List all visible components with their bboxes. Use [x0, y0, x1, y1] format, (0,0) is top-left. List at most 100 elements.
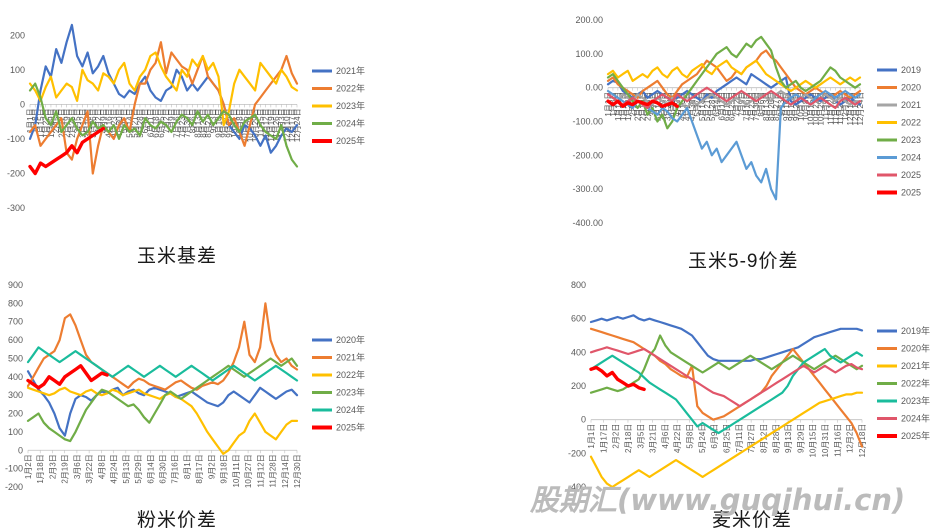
series-line-2023-4	[606, 35, 862, 130]
y-tick-label: 400	[571, 347, 586, 357]
x-tick-label: 4月16日	[678, 92, 687, 121]
x-tick-label: 1月22日	[42, 108, 51, 137]
x-tick-label: 6月25日	[728, 92, 737, 121]
x-tick-label: 9月2日	[207, 454, 216, 479]
x-tick-label: 4月22日	[673, 424, 682, 453]
legend-label: 2020年	[336, 334, 365, 345]
series-line-2025-6	[589, 365, 646, 392]
legend-label: 2020年	[901, 343, 930, 354]
legend-label: 2021	[901, 100, 921, 110]
legend-label: 2019	[901, 65, 921, 75]
legend-label: 2025	[901, 170, 921, 180]
y-tick-label: 0	[20, 99, 25, 109]
legend-label: 2023年	[901, 395, 930, 406]
y-tick-label: -200	[7, 168, 25, 178]
x-tick-label: 8月28日	[772, 424, 781, 453]
legend-label: 2025年	[901, 430, 930, 441]
x-tick-label: 1月1日	[26, 108, 35, 133]
y-tick-label: 100.00	[575, 49, 603, 59]
x-tick-label: 10月29日	[816, 92, 825, 126]
x-tick-label: 6月18日	[723, 92, 732, 121]
y-tick-label: 200	[10, 30, 25, 40]
x-tick-label: 11月12日	[826, 92, 835, 125]
caption-flour-corn-spread: 粉米价差	[137, 510, 218, 531]
x-tick-label: 10月29日	[251, 108, 260, 142]
series-line-2021-1	[26, 302, 299, 391]
legend-label: 2021年	[336, 65, 365, 76]
series-line-2025-5	[26, 364, 109, 390]
x-tick-label: 1月15日	[36, 108, 45, 137]
x-tick-label: 5月24日	[698, 424, 707, 453]
series-line-2022-1	[28, 41, 299, 175]
y-tick-label: -300	[7, 203, 25, 213]
series-line-2024-3	[28, 82, 299, 168]
x-tick-label: 5月14日	[125, 108, 134, 137]
x-tick-label: 12月18日	[858, 424, 867, 458]
x-tick-label: 12月30日	[293, 454, 302, 488]
x-tick-label: 12月10日	[283, 108, 292, 142]
x-tick-label: 11月26日	[272, 108, 281, 141]
x-tick-label: 11月12日	[262, 108, 271, 141]
y-tick-label: -100	[7, 134, 25, 144]
x-tick-label: 4月30日	[688, 92, 697, 121]
x-tick-label: 5月21日	[703, 92, 712, 121]
x-tick-label: 12月14日	[281, 454, 290, 488]
legend-label: 2024年	[901, 413, 930, 424]
y-tick-label: 800	[571, 280, 586, 290]
x-tick-label: 11月16日	[833, 424, 842, 457]
x-tick-label: 3月26日	[663, 92, 672, 121]
x-tick-label: 2月2日	[612, 424, 621, 449]
series-line-2024-5	[606, 89, 862, 201]
series-line-2023-4	[589, 347, 864, 435]
x-tick-label: 4月24日	[110, 454, 119, 483]
y-tick-label: 0	[18, 445, 23, 455]
x-tick-label: 10月31日	[821, 424, 830, 458]
y-tick-label: -300.00	[572, 184, 603, 194]
legend-label: 2025	[901, 188, 921, 198]
x-tick-label: 4月9日	[99, 108, 108, 133]
legend-label: 2021年	[901, 360, 930, 371]
legend-label: 2024	[901, 153, 921, 163]
series-line-2020-1	[606, 49, 862, 99]
y-tick-label: 600	[8, 335, 23, 345]
series-line-2024-5	[589, 346, 864, 408]
caption-corn-5-9-spread: 玉米5-9价差	[688, 251, 799, 272]
x-tick-label: 8月20日	[199, 108, 208, 137]
chart-flour-corn-spread: -200 -100 0 100 200 300 400 500 600 700 800 900 1月2日…	[5, 280, 365, 492]
series-line-2019-0	[589, 314, 864, 362]
y-tick-label: -100.00	[572, 117, 603, 127]
y-tick-label: 200	[8, 409, 23, 419]
x-tick-label: 6月14日	[146, 454, 155, 483]
x-tick-label: 12月3日	[841, 92, 850, 121]
x-tick-label: 9月17日	[787, 92, 796, 121]
x-tick-label: 9月13日	[784, 424, 793, 453]
x-tick-label: 11月5日	[821, 92, 830, 121]
x-tick-label: 8月17日	[195, 454, 204, 483]
x-tick-label: 4月9日	[673, 92, 682, 117]
y-tick-label: -200	[5, 482, 23, 492]
x-tick-label: 12月17日	[288, 108, 297, 142]
x-tick-label: 12月17日	[851, 92, 860, 126]
series-line-2022-3	[606, 59, 862, 93]
x-tick-label: 1月1日	[604, 92, 613, 117]
y-tick-label: 400	[8, 372, 23, 382]
legend-label: 2024年	[336, 118, 365, 129]
legend-label: 2022年	[901, 378, 930, 389]
series-line-2022-2	[26, 386, 299, 455]
chart-corn-5-9-spread: -400.00 -300.00 -200.00 -100.00 0.00 100.00 20…	[572, 15, 921, 228]
x-tick-label: 9月18日	[220, 454, 229, 483]
x-tick-label: 7月9日	[167, 108, 176, 133]
x-tick-label: 1月18日	[36, 454, 45, 483]
x-tick-label: 3月6日	[73, 454, 82, 479]
x-tick-label: 10月11日	[232, 454, 241, 487]
x-tick-label: 7月23日	[178, 108, 187, 137]
y-tick-label: -200	[568, 448, 586, 458]
y-tick-label: -400	[568, 482, 586, 492]
x-tick-label: 11月12日	[256, 454, 265, 487]
x-tick-label: 10月22日	[812, 92, 821, 126]
x-tick-label: 8月20日	[767, 92, 776, 121]
x-tick-label: 3月5日	[636, 424, 645, 449]
x-tick-label: 4月6日	[661, 424, 670, 449]
x-tick-label: 8月27日	[772, 92, 781, 121]
